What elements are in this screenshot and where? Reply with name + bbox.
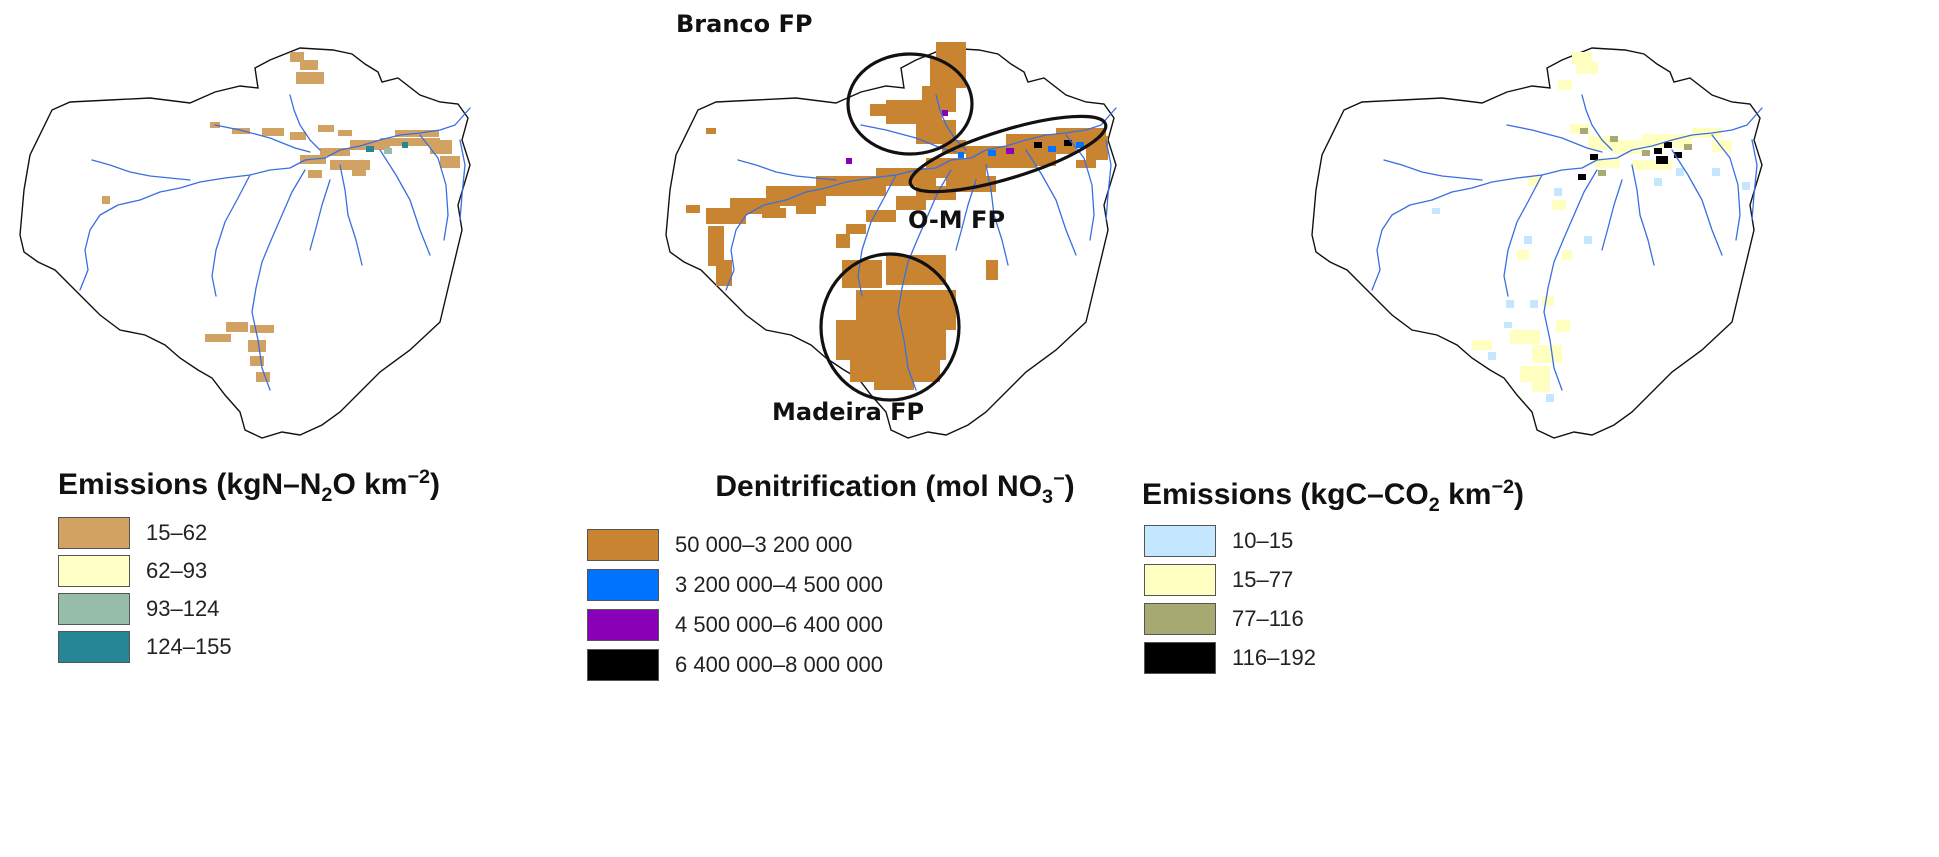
legend-swatch [1144,642,1216,674]
legend-label: 62–93 [146,558,208,583]
co2-emissions-map [1311,47,1763,439]
legend-item: 6 400 000–8 000 000 [587,648,883,682]
legend-item: 15–77 [1144,563,1293,597]
legend-item: 4 500 000–6 400 000 [587,608,883,642]
legend-label: 116–192 [1232,645,1317,670]
co2-high-cells [1578,128,1692,180]
n2o-high-cells [366,142,408,154]
branco-fp-circle [846,52,974,156]
legend-label: 93–124 [146,596,220,621]
legend-title: Emissions (kgN–N2O km−2) [58,466,441,506]
legend-swatch [1144,525,1216,557]
legend-item: 93–124 [58,592,219,626]
denitrification-map: Branco FP O-M FP Madeira FP [665,10,1117,439]
legend-swatch [587,529,659,561]
denitrification-high-cells [846,110,1084,164]
om-fp-label: O-M FP [908,206,1005,234]
legend-item: 124–155 [58,630,232,664]
legend-label: 15–77 [1232,567,1294,592]
basin-outline [19,47,471,439]
legend-item: 62–93 [58,554,207,588]
legend-swatch [1144,564,1216,596]
n2o-emissions-panel: Emissions (kgN–N2O km−2) 15–62 62–93 93–… [0,0,646,857]
legend-swatch [1144,603,1216,635]
branco-fp-label: Branco FP [676,10,812,38]
legend-label: 50 000–3 200 000 [675,532,853,557]
om-fp-ellipse [908,114,1108,194]
legend-title: Emissions (kgC–CO2 km−2) [1142,476,1525,516]
co2-low-cells [1432,168,1750,402]
madeira-fp-circle [819,252,961,402]
legend-item: 77–116 [1144,602,1304,636]
denitrification-panel: Branco FP O-M FP Madeira FP Denitrificat… [587,0,1292,857]
legend-swatch [58,555,130,587]
legend-swatch [58,517,130,549]
legend-item: 116–192 [1144,641,1316,675]
legend-swatch [587,649,659,681]
co2-emissions-panel: Emissions (kgC–CO2 km−2) 10–15 15–77 77–… [1142,0,1938,857]
legend-label: 77–116 [1232,606,1304,631]
legend-item: 50 000–3 200 000 [587,528,852,562]
legend-title: Denitrification (mol NO3−) [715,468,1075,508]
madeira-fp-label: Madeira FP [772,398,924,426]
floodplain-highlights [819,52,1108,402]
legend-label: 4 500 000–6 400 000 [675,612,883,637]
legend-label: 6 400 000–8 000 000 [675,652,883,677]
legend-label: 124–155 [146,634,232,659]
legend-label: 3 200 000–4 500 000 [675,572,883,597]
legend-item: 3 200 000–4 500 000 [587,568,883,602]
legend-swatch [587,569,659,601]
legend-item: 15–62 [58,516,207,550]
legend-label: 15–62 [146,520,208,545]
legend-swatch [587,609,659,641]
legend-swatch [58,593,130,625]
legend-label: 10–15 [1232,528,1294,553]
legend-item: 10–15 [1144,524,1293,558]
legend-swatch [58,631,130,663]
n2o-emissions-map [19,47,471,439]
